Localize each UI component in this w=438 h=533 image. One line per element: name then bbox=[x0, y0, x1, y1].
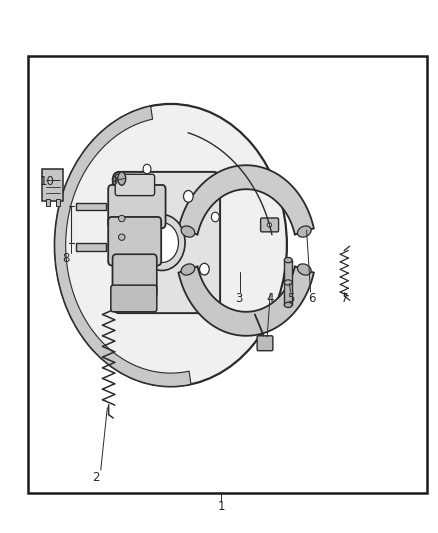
Ellipse shape bbox=[284, 302, 292, 308]
Ellipse shape bbox=[297, 264, 311, 275]
Polygon shape bbox=[55, 106, 191, 386]
Polygon shape bbox=[178, 266, 314, 336]
Ellipse shape bbox=[181, 226, 195, 237]
FancyBboxPatch shape bbox=[111, 285, 157, 312]
Text: 6: 6 bbox=[308, 292, 316, 305]
FancyBboxPatch shape bbox=[261, 218, 279, 232]
FancyBboxPatch shape bbox=[113, 254, 157, 297]
Bar bbox=[76, 203, 106, 210]
Ellipse shape bbox=[267, 223, 272, 227]
Text: 9: 9 bbox=[110, 175, 118, 188]
Ellipse shape bbox=[118, 234, 125, 240]
Bar bbox=[46, 199, 50, 206]
Text: 5: 5 bbox=[287, 292, 294, 305]
Bar bbox=[28, 56, 427, 493]
Ellipse shape bbox=[124, 210, 133, 222]
Text: 4: 4 bbox=[266, 292, 274, 305]
Ellipse shape bbox=[184, 190, 193, 202]
Ellipse shape bbox=[200, 263, 209, 275]
Text: 1: 1 bbox=[217, 500, 225, 513]
Text: 7: 7 bbox=[341, 292, 349, 305]
Ellipse shape bbox=[118, 172, 126, 185]
FancyBboxPatch shape bbox=[257, 336, 273, 351]
Polygon shape bbox=[178, 165, 314, 235]
Bar bbox=[284, 260, 292, 305]
Text: 8: 8 bbox=[62, 252, 69, 265]
Ellipse shape bbox=[212, 212, 219, 222]
Ellipse shape bbox=[181, 264, 195, 275]
FancyBboxPatch shape bbox=[108, 217, 161, 265]
FancyBboxPatch shape bbox=[113, 172, 220, 313]
Ellipse shape bbox=[284, 257, 292, 263]
Ellipse shape bbox=[145, 223, 179, 263]
Ellipse shape bbox=[143, 164, 151, 174]
Bar bbox=[76, 243, 106, 251]
Ellipse shape bbox=[118, 215, 125, 222]
FancyBboxPatch shape bbox=[115, 174, 155, 196]
FancyBboxPatch shape bbox=[108, 185, 166, 228]
Ellipse shape bbox=[297, 226, 311, 237]
Ellipse shape bbox=[139, 214, 185, 271]
Bar bbox=[56, 199, 60, 206]
FancyBboxPatch shape bbox=[42, 169, 63, 201]
Text: 2: 2 bbox=[92, 471, 99, 483]
Ellipse shape bbox=[140, 283, 149, 295]
Text: 10: 10 bbox=[40, 175, 55, 188]
Ellipse shape bbox=[55, 104, 287, 386]
Text: 3: 3 bbox=[235, 292, 242, 305]
Ellipse shape bbox=[284, 280, 292, 285]
